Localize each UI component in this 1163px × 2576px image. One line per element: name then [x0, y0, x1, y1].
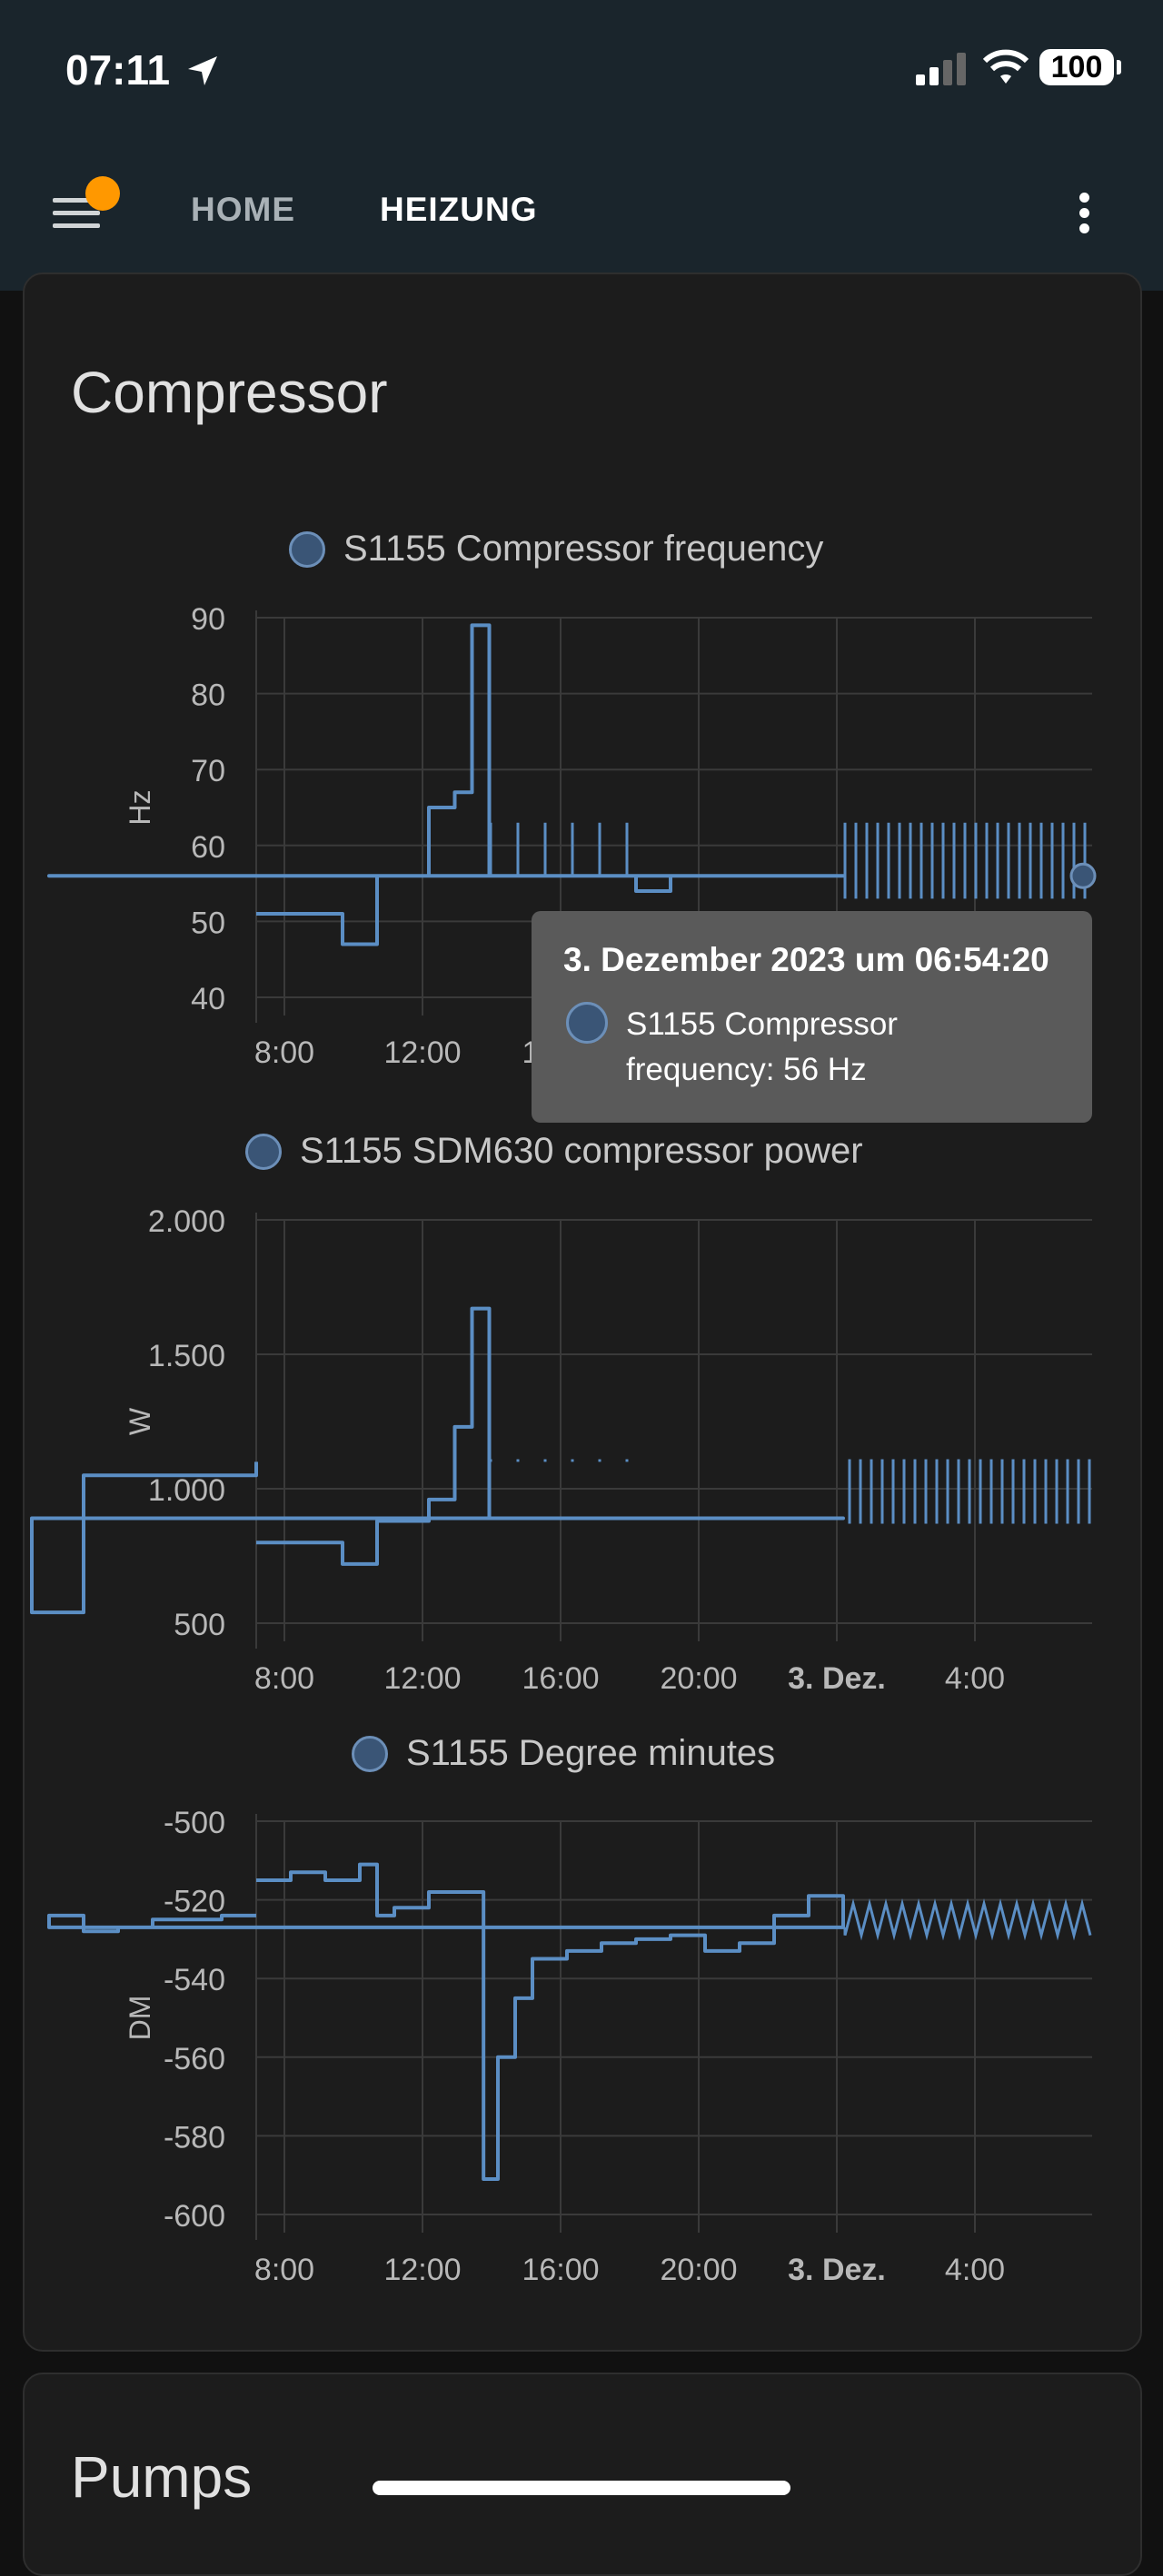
wifi-icon [983, 49, 1029, 84]
more-vertical-icon[interactable] [1068, 189, 1104, 238]
legend-marker [352, 1735, 388, 1772]
legend-label: S1155 Degree minutes [406, 1733, 776, 1773]
tooltip-title: 3. Dezember 2023 um 06:54:20 [563, 941, 1049, 978]
tab-home[interactable]: HOME [191, 191, 295, 228]
status-bar [0, 0, 1163, 145]
compressor-card [23, 272, 1142, 2352]
app-bar [0, 145, 1163, 291]
card-title-compressor: Compressor [71, 360, 388, 425]
location-arrow-icon [188, 56, 217, 85]
hamburger-menu-icon[interactable] [53, 191, 104, 236]
home-indicator [373, 2481, 790, 2495]
tab-heizung[interactable]: HEIZUNG [380, 191, 538, 228]
battery-tip [1117, 60, 1121, 74]
tooltip-text: S1155 Compressor frequency: 56 Hz [626, 1006, 898, 1087]
legend-marker [245, 1133, 282, 1170]
legend-label: S1155 Compressor frequency [343, 529, 824, 569]
legend-label: S1155 SDM630 compressor power [300, 1131, 863, 1171]
signal-icon [916, 53, 966, 85]
legend-compressor-power[interactable]: S1155 SDM630 compressor power [245, 1131, 863, 1172]
tooltip-series-marker [566, 1002, 608, 1044]
legend-marker [289, 530, 325, 568]
card-title-pumps: Pumps [71, 2444, 253, 2510]
status-time: 07:11 [65, 46, 171, 94]
legend-degree-minutes[interactable]: S1155 Degree minutes [352, 1733, 775, 1774]
battery-icon: 100 [1039, 49, 1114, 85]
legend-compressor-frequency[interactable]: S1155 Compressor frequency [289, 529, 823, 570]
notification-badge [85, 176, 120, 211]
chart-tooltip: 3. Dezember 2023 um 06:54:20 S1155 Compr… [532, 911, 1092, 1123]
